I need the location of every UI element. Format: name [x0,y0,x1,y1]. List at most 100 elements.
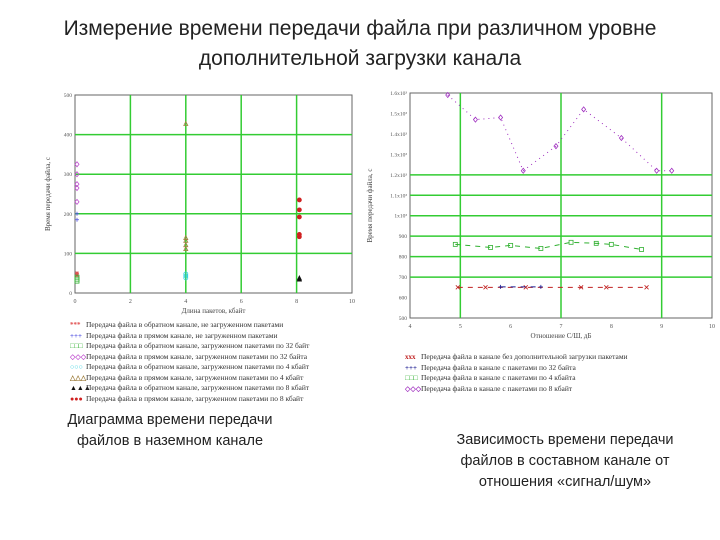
data-point [618,134,624,142]
legend-item: ◇◇◇Передача файла в канале с пакетами по… [405,384,628,395]
legend-marker: □□□ [405,374,418,382]
legend-label: Передача файла в обратном канале, загруж… [86,383,310,392]
legend-label: Передача файла в канале с пакетами по 32… [421,362,576,372]
data-point [74,180,80,188]
x-tick-label: 7 [560,324,563,330]
left-caption: Диаграмма времени передачи файлов в назе… [67,412,273,449]
x-tick-label: 4 [184,299,187,305]
legend-item: +++ Передача файла в канале с пакетами по… [405,363,628,374]
x-tick-label: 6 [240,299,243,305]
legend-item: *** Передача файла в обратном канале, не … [70,320,309,331]
y-tick-label: 1.5x10³ [390,111,407,117]
legend-item: ▲▲▲Передача файла в обратном канале, заг… [70,383,309,394]
data-point [669,167,675,174]
y-axis-label: Время передачи файла, с [366,168,374,242]
slide-title: Измерение времени передачи файла при раз… [63,17,657,70]
data-point [74,198,80,206]
x-tick-label: 8 [295,299,298,305]
data-point [483,285,488,290]
data-point [654,167,660,174]
legend-item: ●●● Передача файла в прямом канале, загру… [70,394,309,405]
legend-label: Передача файла в прямом канале, не загру… [86,330,278,340]
legend-marker: ○○○ [70,363,83,371]
legend-marker: *** [70,321,81,329]
data-point [581,106,587,113]
data-point [639,247,644,252]
x-tick-label: 4 [409,324,412,330]
y-tick-label: 900 [399,234,408,240]
legend-label: Передача файла в канале с пакетами по 8 … [421,383,573,393]
right-caption: Зависимость времени передачи файлов в со… [456,432,674,490]
series-line [455,241,642,250]
y-axis-label: Время передачи файла, с [44,157,52,231]
data-point [578,285,584,290]
y-tick-label: 300 [64,172,73,178]
data-point [608,241,614,247]
y-tick-label: 1.6x10³ [390,91,407,97]
x-axis-label: Отношение С/Ш, дБ [531,332,592,340]
plot-area-0 [74,94,353,294]
data-point [553,143,559,150]
data-point [183,245,189,252]
data-point [296,276,303,282]
legend-marker: ▲▲▲ [70,384,91,392]
data-point [498,114,504,121]
x-tick-label: 8 [610,324,613,330]
y-tick-label: 400 [64,133,73,139]
x-tick-label: 0 [74,299,77,305]
y-tick-label: 100 [64,251,73,257]
legend-marker: +++ [70,331,82,340]
y-tick-label: 500 [399,316,408,322]
data-point [296,197,302,203]
legend-item: □□□ Передача файла в обратном канале, заг… [70,341,309,352]
legend-label: Передача файла в канале с пакетами по 4 … [421,373,576,382]
data-point [604,285,609,290]
y-tick-label: 700 [399,275,408,281]
y-tick-label: 500 [64,93,73,99]
legend-label: Передача файла в прямом канале, загружен… [86,351,308,361]
legend-marker: +++ [405,363,417,372]
data-point [183,120,189,126]
legend-item: xxx Передача файла в канале без дополните… [405,352,628,363]
x-tick-label: 10 [349,299,355,305]
x-tick-label: 5 [459,324,462,330]
right-legend: xxx Передача файла в канале без дополните… [405,352,628,394]
y-tick-label: 200 [64,212,73,218]
data-point [296,207,302,213]
y-tick-label: 1.1x10³ [390,193,407,199]
data-point [538,284,543,289]
legend-label: Передача файла в обратном канале, не заг… [86,320,284,329]
legend-item: ○○○ Передача файла в обратном канале, заг… [70,362,309,373]
x-tick-label: 10 [709,324,715,330]
y-tick-label: 1.4x10³ [390,132,407,138]
data-point [538,246,544,251]
data-point [75,217,79,222]
data-point [74,161,80,168]
legend-marker: ◇◇◇ [405,384,422,393]
legend-label: Передача файла в канале без дополнительн… [421,352,628,361]
legend-label: Передача файла в обратном канале, загруж… [86,362,310,371]
data-point [445,91,451,99]
legend-label: Передача файла в прямом канале, загружен… [86,393,304,403]
data-point [455,285,461,290]
legend-item: △△△Передача файла в прямом канале, загру… [70,373,309,384]
legend-label: Передача файла в прямом канале, загружен… [86,372,304,382]
y-tick-label: 1.3x10³ [390,152,407,158]
legend-marker: △△△ [70,373,87,382]
series-line [447,94,672,172]
data-point [183,234,189,240]
legend-item: ◇◇◇Передача файла в прямом канале, загру… [70,352,309,363]
y-tick-label: 600 [399,296,408,302]
data-point [74,184,80,192]
data-point [472,116,478,123]
x-axis-label: Длина пакетов, кбайт [182,307,246,315]
legend-item: □□□ Передача файла в канале с пакетами по… [405,373,628,384]
data-point [644,285,649,290]
x-tick-label: 2 [129,299,132,305]
data-point [593,240,599,246]
data-point [488,245,493,250]
data-point [568,239,574,245]
y-tick-label: 800 [399,255,408,261]
legend-item: +++ Передача файла в прямом канале, не за… [70,331,309,342]
